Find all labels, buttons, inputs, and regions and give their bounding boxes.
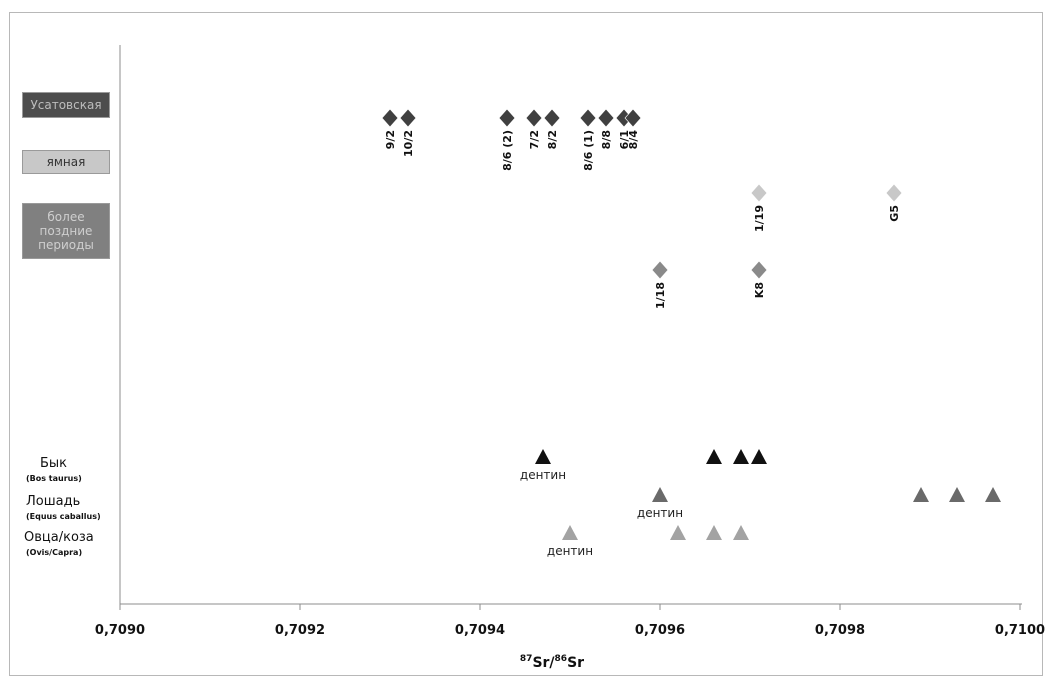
x-tick-label: 0,7092 [275,623,325,638]
species-latin: (Equus caballus) [26,512,101,521]
diamond-marker [750,260,768,280]
point-label: дентин [547,544,593,558]
point-label: 8/2 [546,130,559,149]
triangle-marker [985,487,1001,502]
diamond-marker [750,183,768,203]
diamond-marker [399,108,417,128]
axes: 0,7090 0,7092 0,7094 0,7096 0,7098 0,7100 [95,45,1045,638]
point-label: 8/6 (1) [582,130,595,171]
legend-item-usatovo: Усатовская [22,92,110,118]
species-latin: (Ovis/Capra) [26,548,83,557]
triangle-marker [535,449,551,464]
triangle-marker [733,449,749,464]
species-name: Лошадь [26,494,81,509]
species-name: Овца/коза [24,530,94,545]
triangle-marker [562,525,578,540]
diamond-marker [597,108,615,128]
point-label: 8/4 [627,130,640,150]
diamond-marker [651,260,669,280]
legend-label: более поздние периоды [38,210,94,252]
diamond-marker [579,108,597,128]
point-label: 8/6 (2) [501,130,514,171]
x-tick-label: 0,7090 [95,623,145,638]
diamond-marker [543,108,561,128]
triangle-marker [652,487,668,502]
chart-frame [9,12,1043,676]
x-axis-label: 87Sr/86Sr [520,654,584,671]
triangle-marker [670,525,686,540]
species-name: Бык [40,456,68,471]
point-label: 6/1 [618,130,631,149]
triangle-marker [706,449,722,464]
triangle-marker [751,449,767,464]
point-label: 9/2 [384,130,397,149]
point-label: 1/19 [753,205,766,232]
point-label: дентин [520,468,566,482]
point-label: 10/2 [402,130,415,157]
point-label: G5 [888,205,901,222]
point-label: 1/18 [654,282,667,309]
diamond-marker [381,108,399,128]
point-label: 8/8 [600,130,613,149]
diamond-marker [885,183,903,203]
x-tick-label: 0,7098 [815,623,865,638]
triangle-marker [733,525,749,540]
triangle-marker [913,487,929,502]
x-tick-label: 0,7096 [635,623,685,638]
diamond-marker [525,108,543,128]
species-latin: (Bos taurus) [26,474,82,483]
legend-item-yamnaya: ямная [22,150,110,174]
legend-label: Усатовская [30,98,102,112]
legend-item-later-periods: более поздние периоды [22,203,110,259]
diamond-marker [624,108,642,128]
point-label: дентин [637,506,683,520]
point-label: K8 [753,282,766,298]
x-tick-label: 0,7100 [995,623,1045,638]
triangle-marker [706,525,722,540]
data-marks: 9/2 10/2 8/6 (2) 7/2 8/2 8/6 (1) 8/8 6/18/4 1/19… [381,108,1001,558]
triangle-marker [949,487,965,502]
point-label: 7/2 [528,130,541,149]
diamond-marker [498,108,516,128]
x-tick-label: 0,7094 [455,623,505,638]
legend-label: ямная [46,155,86,169]
